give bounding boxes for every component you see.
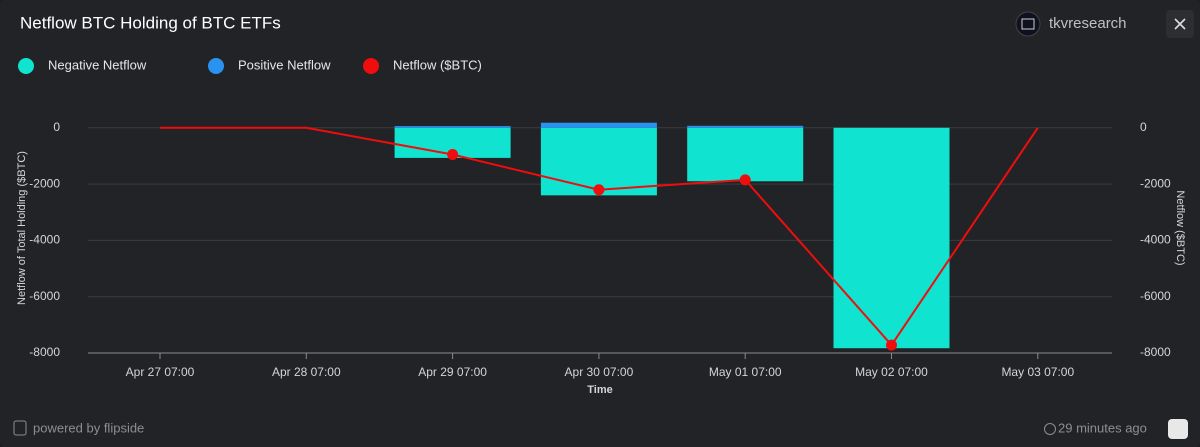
close-button[interactable]	[1166, 10, 1194, 38]
legend-label: Netflow ($BTC)	[393, 57, 482, 72]
bar	[833, 127, 950, 349]
legend-swatch	[208, 58, 224, 74]
y-tick-label: 0	[53, 120, 60, 134]
x-tick-label: Apr 29 07:00	[418, 365, 487, 379]
y-axis-label: Netflow of Total Holding ($BTC)	[16, 151, 28, 305]
legend: Negative Netflow Positive Netflow Netflow …	[18, 57, 482, 74]
x-axis-label: Time	[587, 384, 612, 396]
refresh-button[interactable]	[1168, 419, 1188, 439]
y-tick-label: -6000	[29, 289, 60, 303]
line-marker	[593, 184, 605, 196]
line-marker	[447, 149, 459, 161]
y2-tick-label: 0	[1140, 120, 1147, 134]
check-icon	[1044, 423, 1056, 435]
close-icon	[1174, 18, 1186, 30]
brand-logo	[1015, 11, 1041, 37]
y2-axis-label: Netflow ($BTC)	[1174, 190, 1186, 265]
x-tick-label: Apr 27 07:00	[126, 365, 195, 379]
bar	[687, 125, 804, 128]
x-tick-label: May 03 07:00	[1001, 365, 1074, 379]
bar	[687, 127, 804, 182]
brand-name: tkvresearch	[1049, 15, 1127, 32]
footer: powered by flipside 29 minutes ago	[13, 419, 1188, 439]
legend-label: Negative Netflow	[48, 57, 147, 72]
legend-label: Positive Netflow	[238, 57, 331, 72]
powered-by[interactable]: powered by flipside	[33, 420, 144, 435]
y-tick-label: -4000	[29, 233, 60, 247]
x-tick-label: Apr 28 07:00	[272, 365, 341, 379]
flipside-icon	[13, 420, 27, 436]
y2-tick-label: -6000	[1140, 289, 1171, 303]
x-tick-label: Apr 30 07:00	[565, 365, 634, 379]
bar	[540, 122, 657, 128]
plot: -8000 -6000 -4000 -2000 0 -8000 -6000 -4000 -200…	[16, 120, 1186, 396]
line-marker	[886, 339, 897, 351]
bar	[540, 127, 657, 196]
x-tick-label: May 01 07:00	[709, 365, 782, 379]
y2-tick-label: -2000	[1140, 176, 1171, 190]
y2-tick-label: -8000	[1140, 345, 1171, 359]
bar	[394, 126, 511, 128]
chart-title: Netflow BTC Holding of BTC ETFs	[20, 13, 281, 32]
legend-swatch	[18, 58, 34, 74]
y2-tick-label: -4000	[1140, 233, 1171, 247]
brand-logo-mark	[1021, 18, 1035, 30]
brand[interactable]: tkvresearch	[1015, 11, 1127, 37]
legend-swatch	[363, 58, 379, 74]
y-tick-label: -8000	[29, 345, 60, 359]
updated-time: 29 minutes ago	[1058, 420, 1147, 435]
y-tick-label: -2000	[29, 176, 60, 190]
x-tick-label: May 02 07:00	[855, 365, 928, 379]
line-marker	[739, 174, 751, 186]
